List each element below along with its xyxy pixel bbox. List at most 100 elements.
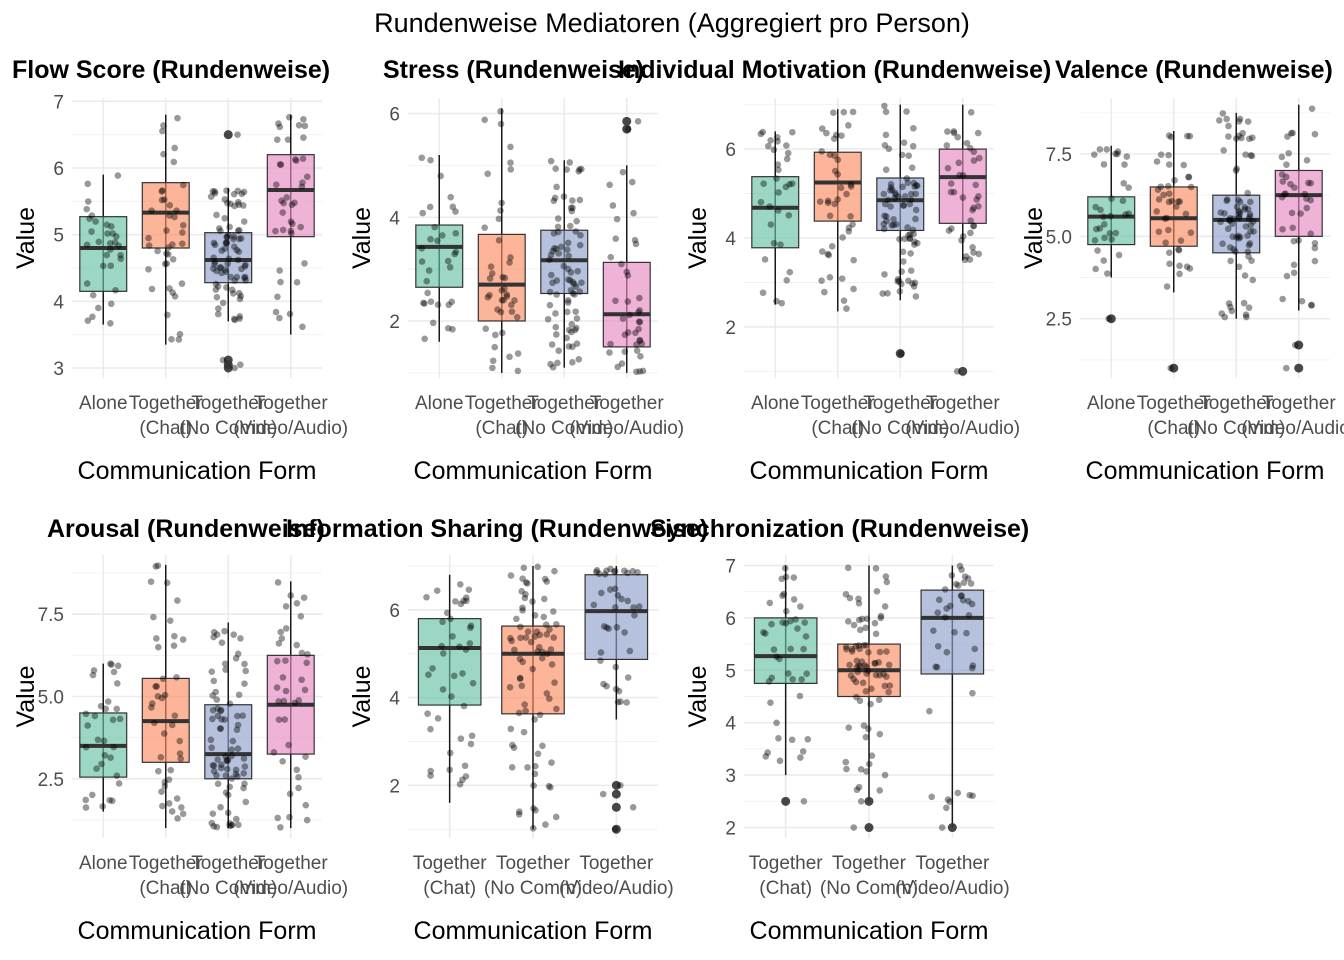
data-point <box>272 308 280 316</box>
data-point <box>299 323 306 331</box>
data-point <box>612 825 619 833</box>
data-point <box>1125 184 1132 191</box>
data-point <box>90 667 98 674</box>
data-point <box>1278 171 1286 178</box>
data-point <box>1245 215 1253 223</box>
data-point <box>293 766 301 774</box>
data-point <box>863 615 871 623</box>
data-point <box>236 313 244 320</box>
y-tick-label: 6 <box>389 105 400 126</box>
data-point <box>210 254 217 261</box>
data-point <box>624 597 632 605</box>
data-point <box>114 662 122 670</box>
data-point <box>1216 117 1223 124</box>
data-point <box>217 227 224 235</box>
data-point <box>1241 206 1249 213</box>
y-axis-label: Value <box>348 665 376 727</box>
data-point <box>213 293 221 301</box>
data-point <box>566 277 574 284</box>
data-point <box>509 741 516 749</box>
data-point <box>787 617 794 625</box>
data-point <box>153 683 160 690</box>
data-point <box>235 248 243 255</box>
data-point <box>853 663 861 671</box>
data-point <box>1239 129 1246 137</box>
data-point <box>107 320 114 327</box>
data-point <box>764 142 772 150</box>
data-point <box>884 196 892 204</box>
data-point <box>235 201 243 208</box>
data-point <box>824 199 832 207</box>
data-point <box>277 278 284 286</box>
data-point <box>969 244 976 251</box>
data-point <box>82 804 90 811</box>
data-point <box>499 329 506 337</box>
data-point <box>440 650 447 657</box>
data-point <box>1101 234 1108 242</box>
data-point <box>498 296 506 304</box>
data-point <box>160 196 168 203</box>
data-point <box>241 262 249 270</box>
data-point <box>553 331 560 338</box>
data-point <box>208 744 215 752</box>
data-point <box>606 349 613 356</box>
data-point <box>969 662 977 669</box>
x-axis-label: Communication Form <box>414 917 653 945</box>
data-point <box>82 796 90 804</box>
y-tick-label: 5 <box>53 226 64 247</box>
data-point <box>97 702 105 710</box>
data-point <box>221 245 229 252</box>
data-point <box>289 220 296 228</box>
data-point <box>210 628 218 636</box>
x-tick-label: Alone <box>79 853 128 874</box>
data-point <box>801 619 809 626</box>
data-point <box>522 707 529 715</box>
data-point <box>621 629 628 636</box>
data-point <box>166 617 174 624</box>
data-point <box>847 181 855 188</box>
data-point <box>1282 364 1290 372</box>
data-point <box>624 272 632 279</box>
data-point <box>1165 190 1173 197</box>
data-point <box>565 252 572 260</box>
data-point <box>1226 214 1234 222</box>
data-point <box>302 801 310 809</box>
data-point <box>776 757 784 765</box>
data-point <box>429 319 437 327</box>
data-point <box>900 202 907 209</box>
data-point <box>1232 248 1239 255</box>
data-point <box>1225 216 1233 224</box>
panel-title: Arousal (Rundenweise) <box>47 515 325 543</box>
data-point <box>219 356 227 364</box>
data-point <box>787 645 794 653</box>
data-point <box>883 578 891 586</box>
data-point <box>154 692 162 700</box>
data-point <box>1241 203 1249 211</box>
box-body <box>920 589 985 675</box>
data-point <box>1108 236 1115 243</box>
data-point <box>865 760 873 768</box>
data-point <box>235 691 243 699</box>
data-point <box>538 654 546 662</box>
data-point <box>158 196 166 204</box>
data-point <box>941 586 949 593</box>
data-point <box>612 235 620 243</box>
data-point <box>300 594 308 601</box>
data-point <box>1244 189 1252 197</box>
data-point <box>783 276 791 284</box>
data-point <box>277 161 285 168</box>
data-point <box>1115 251 1123 259</box>
y-tick-label: 5 <box>725 661 736 682</box>
data-point <box>1162 239 1169 247</box>
data-point <box>1108 195 1115 202</box>
data-point <box>108 223 115 230</box>
data-point <box>427 156 434 164</box>
data-point <box>449 325 456 333</box>
data-point <box>603 567 610 575</box>
data-point <box>234 227 242 235</box>
data-point <box>855 642 863 649</box>
data-point <box>636 294 643 302</box>
outlier-point <box>611 824 621 834</box>
data-point <box>236 235 243 243</box>
x-tick-label: Alone <box>79 393 128 414</box>
